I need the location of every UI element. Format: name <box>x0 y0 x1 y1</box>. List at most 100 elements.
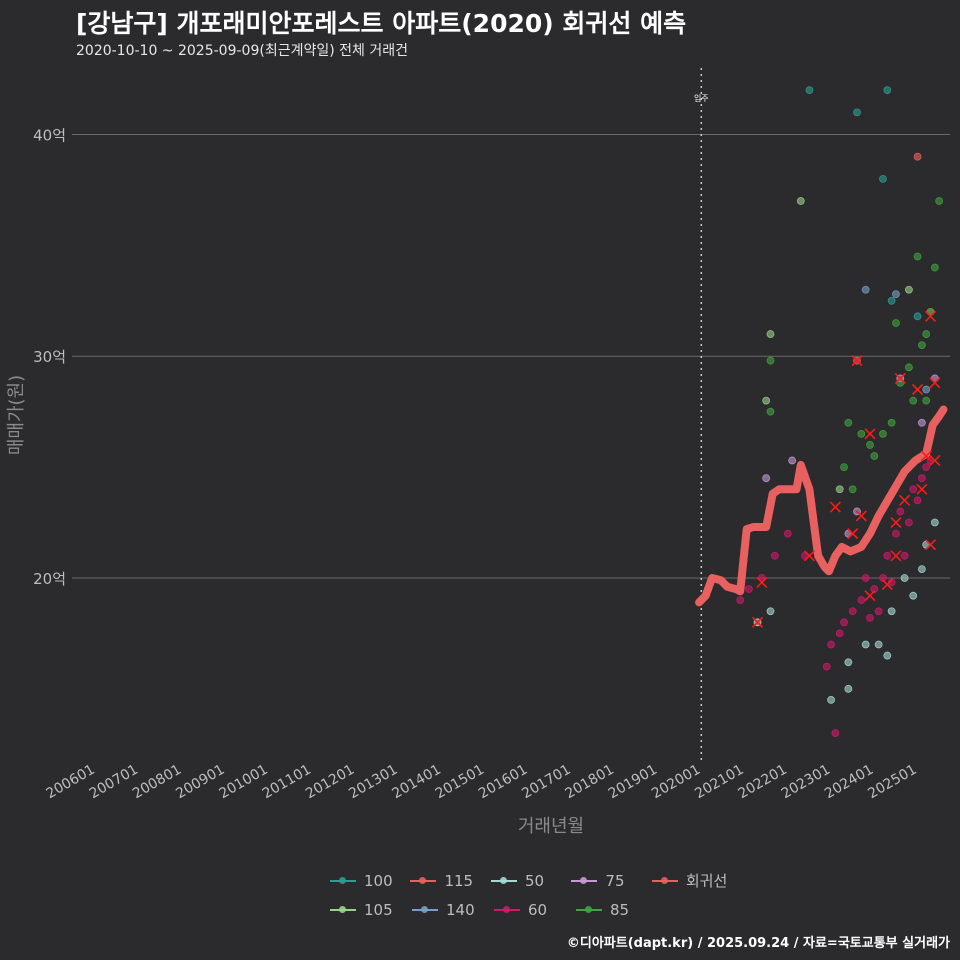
legend-key-icon <box>494 903 520 917</box>
x-axis-title: 거래년월 <box>518 816 584 837</box>
x-tick-label: 201101 <box>260 762 314 803</box>
point-100 <box>805 86 814 95</box>
point-85 <box>922 330 931 338</box>
point-115 <box>913 152 922 161</box>
prediction-x-marker <box>924 310 937 322</box>
point-50 <box>827 696 835 704</box>
legend-label: 50 <box>524 871 545 890</box>
point-100 <box>883 86 892 95</box>
point-105 <box>766 330 775 338</box>
point-100 <box>853 108 861 117</box>
point-75 <box>917 418 926 427</box>
legend-item-105: 105 <box>330 901 412 919</box>
point-105 <box>905 285 913 294</box>
x-tick-label: 201801 <box>563 762 617 803</box>
prediction-x-marker <box>890 516 902 529</box>
prediction-x-marker <box>855 510 867 522</box>
point-85 <box>879 429 887 438</box>
x-tick-label: 200701 <box>87 762 141 803</box>
point-60 <box>870 585 879 593</box>
point-85 <box>857 429 866 438</box>
point-50 <box>844 658 853 667</box>
legend-key-icon <box>651 874 678 888</box>
point-60 <box>783 529 792 538</box>
legend-key-icon <box>571 874 598 888</box>
prediction-x-marker <box>847 528 859 540</box>
legend-item-regression: 회귀선 <box>651 870 750 891</box>
prediction-x-marker <box>864 590 876 602</box>
x-tick-label: 201201 <box>303 762 357 803</box>
point-85 <box>866 441 874 449</box>
legend-item-60: 60 <box>494 901 576 919</box>
point-60 <box>892 529 900 538</box>
point-100 <box>879 174 887 183</box>
legend-label: 100 <box>364 871 393 890</box>
x-tick-label: 202301 <box>779 762 833 803</box>
point-60 <box>917 474 926 483</box>
point-60 <box>887 578 896 587</box>
point-50 <box>874 640 883 649</box>
chart-canvas: 20억 30억 40억 입주 20060120070120080120090120100… <box>6 68 950 837</box>
point-60 <box>770 551 779 560</box>
x-tick-label: 201001 <box>217 762 271 803</box>
legend-key-icon <box>490 874 517 888</box>
prediction-x-marker <box>829 501 841 513</box>
point-140 <box>892 290 900 299</box>
chart-subtitle: 2020-10-10 ~ 2025-09-09(최근계약일) 전체 거래건 <box>76 43 408 59</box>
point-60 <box>866 613 874 622</box>
point-60 <box>909 485 918 494</box>
y-axis-title: 매매가(원) <box>6 375 27 455</box>
point-60 <box>848 607 857 616</box>
point-60 <box>896 507 905 516</box>
point-60 <box>831 729 840 738</box>
point-60 <box>905 518 913 527</box>
point-60 <box>835 629 844 638</box>
point-85 <box>844 418 853 427</box>
point-85 <box>917 341 926 350</box>
point-60 <box>857 596 866 605</box>
point-85 <box>930 263 939 272</box>
legend-item-140: 140 <box>412 901 494 919</box>
point-60 <box>879 574 887 582</box>
point-60 <box>861 574 870 582</box>
point-85 <box>840 463 848 472</box>
legend-row-2: 105 140 60 85 <box>330 895 750 924</box>
prediction-x-marker <box>890 550 902 562</box>
point-100 <box>887 296 896 305</box>
x-tick-label: 202201 <box>736 762 790 803</box>
legend-item-50: 50 <box>490 871 571 890</box>
point-60 <box>883 551 892 560</box>
point-85 <box>848 485 857 494</box>
point-85 <box>922 396 931 405</box>
prediction-x-marker <box>929 454 941 467</box>
point-105 <box>762 396 771 405</box>
point-60 <box>922 463 931 472</box>
x-tick-label: 202501 <box>865 762 919 803</box>
regression-line <box>695 405 948 607</box>
move-in-label: 입주 <box>694 94 709 103</box>
prediction-x-marker <box>851 355 863 367</box>
prediction-x-marker <box>911 383 924 396</box>
point-75 <box>762 474 771 483</box>
point-60 <box>874 607 883 616</box>
point-105 <box>796 197 805 205</box>
y-tick-label: 30억 <box>33 348 66 366</box>
legend-key-icon <box>330 874 356 888</box>
prediction-x-marker <box>881 579 893 591</box>
point-85 <box>766 356 775 365</box>
point-50 <box>887 607 896 616</box>
point-50 <box>909 591 918 600</box>
legend-label: 60 <box>528 900 548 919</box>
point-85 <box>892 319 900 327</box>
point-85 <box>766 407 775 416</box>
point-50 <box>883 651 892 660</box>
point-50 <box>930 518 939 527</box>
point-85 <box>905 363 913 372</box>
x-tick-label: 200801 <box>130 762 184 803</box>
point-50 <box>766 607 775 616</box>
prediction-x-marker <box>751 616 764 628</box>
point-85 <box>913 252 922 261</box>
legend-row-1: 100 115 50 75 회귀선 <box>330 866 750 895</box>
footer-credit: ©디아파트(dapt.kr) / 2025.09.24 / 자료=국토교통부 실… <box>566 936 950 951</box>
point-85 <box>935 197 944 205</box>
